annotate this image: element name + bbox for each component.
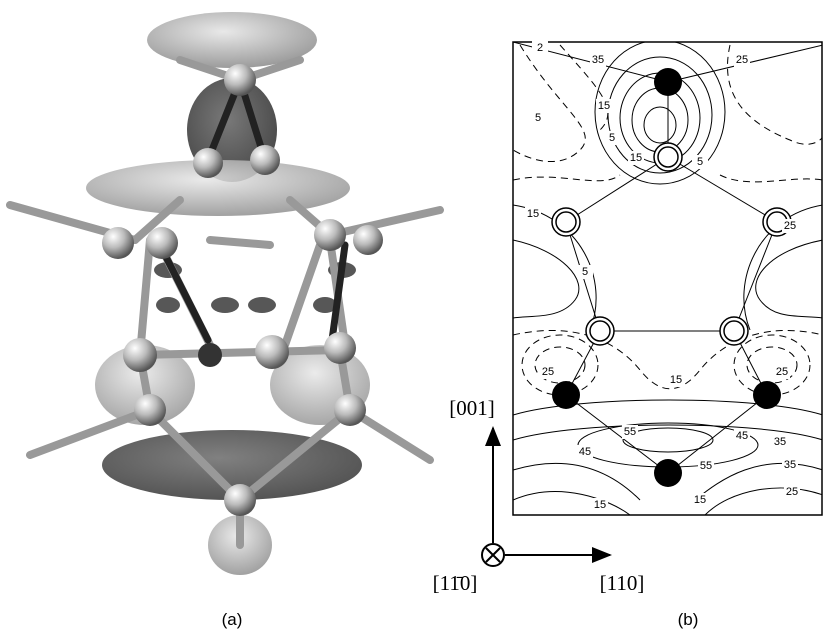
axis-label-into: [11̄0]: [433, 571, 478, 595]
figure: 2352515551551525525152555455535453525151…: [0, 0, 823, 643]
contour-label: 15: [527, 208, 539, 220]
contour-label: 45: [736, 430, 748, 442]
panel-label: (a): [222, 610, 243, 629]
contour-label: 15: [630, 152, 642, 164]
contour-label: 35: [774, 436, 786, 448]
contour-label: 5: [582, 266, 588, 278]
contour-label: 5: [609, 132, 615, 144]
contour-label: 25: [542, 366, 554, 378]
axis-label-right: [110]: [600, 571, 645, 595]
contour-label: 15: [594, 499, 606, 511]
contour-label: 25: [776, 366, 788, 378]
panel-label: (b): [678, 610, 699, 629]
contour-label: 35: [592, 54, 604, 66]
contour-label: 45: [579, 446, 591, 458]
contour-label: 55: [700, 460, 712, 472]
contour-label: 15: [670, 374, 682, 386]
contour-label: 2: [537, 42, 543, 54]
contour-label: 25: [736, 54, 748, 66]
contour-label: 25: [786, 486, 798, 498]
contour-label: 55: [624, 426, 636, 438]
contour-label: 25: [784, 220, 796, 232]
molecule-render: [10, 12, 440, 575]
contour-label: 15: [694, 494, 706, 506]
contour-label: 5: [535, 112, 541, 124]
contour-label: 5: [697, 156, 703, 168]
contour-label: 15: [598, 100, 610, 112]
contour-label: 35: [784, 459, 796, 471]
axis-label-up: [001]: [449, 396, 495, 420]
